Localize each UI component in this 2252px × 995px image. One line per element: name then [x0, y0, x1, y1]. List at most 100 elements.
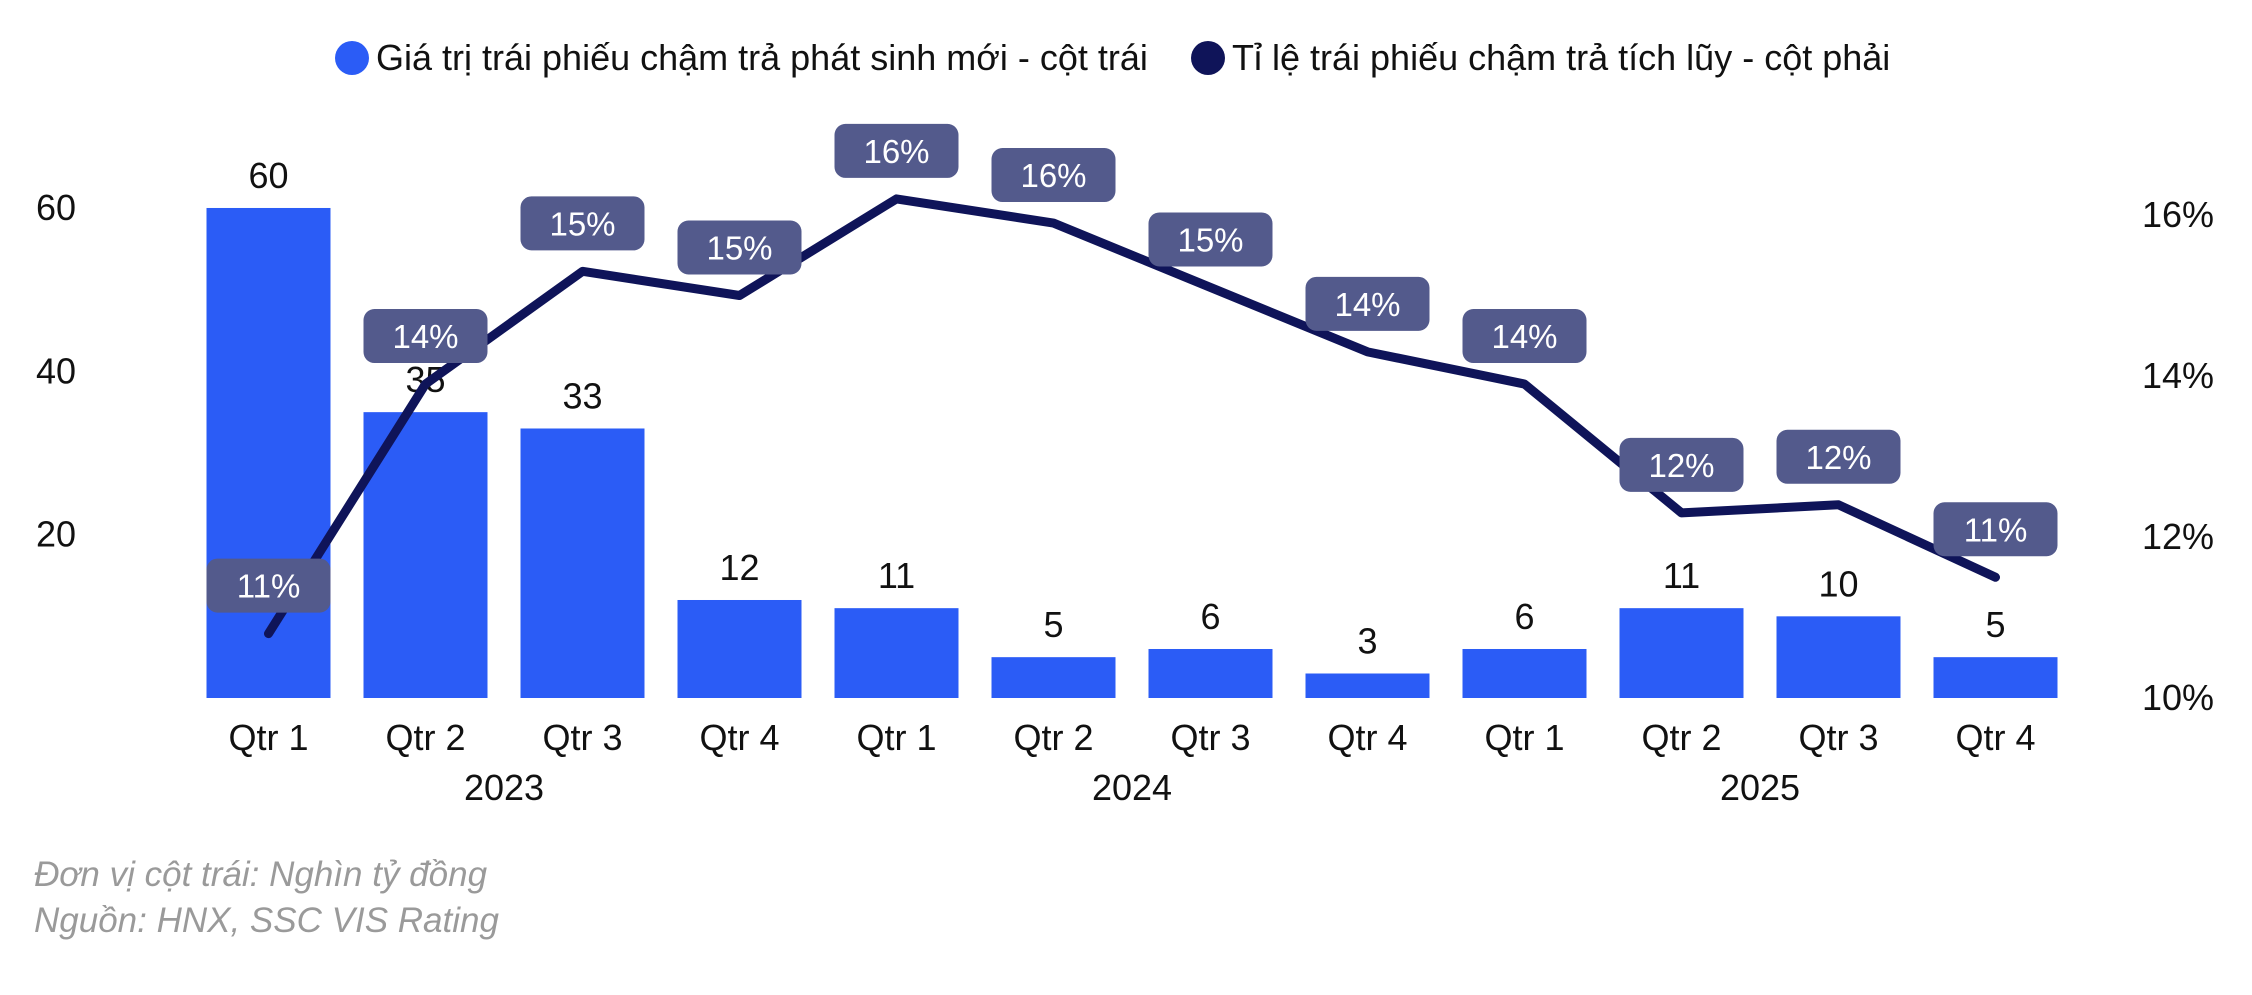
bar — [991, 657, 1116, 698]
line-value-label: 15% — [520, 196, 645, 251]
line-value-label: 14% — [363, 309, 488, 364]
bar-series — [206, 207, 2058, 699]
x-axis-year-label: 2024 — [1092, 767, 1172, 808]
line-value-label-box — [206, 558, 331, 613]
line-value-label-text: 14% — [1334, 286, 1400, 323]
line-point — [1366, 350, 1369, 353]
line-value-label-text: 16% — [1020, 157, 1086, 194]
x-axis-category-label: Qtr 1 — [228, 717, 308, 758]
line-value-label-box — [1776, 429, 1901, 484]
line-value-label-text: 15% — [1177, 221, 1243, 258]
x-axis-category-label: Qtr 1 — [1484, 717, 1564, 758]
line-value-label: 11% — [206, 558, 331, 613]
line-value-label: 12% — [1619, 437, 1744, 492]
bar-value-label: 5 — [1985, 604, 2005, 645]
x-axis-category-label: Qtr 2 — [1641, 717, 1721, 758]
line-value-label-text: 15% — [706, 230, 772, 267]
x-axis-category-label: Qtr 2 — [1013, 717, 1093, 758]
line-point — [1523, 383, 1526, 386]
right-axis-tick-label: 10% — [2142, 677, 2214, 718]
line-point — [895, 197, 898, 200]
bar-value-label: 10 — [1818, 563, 1858, 604]
left-axis-tick-label: 60 — [36, 187, 76, 228]
line-value-label-box — [363, 309, 488, 364]
line-point — [267, 632, 270, 635]
line-value-label-box — [834, 123, 959, 178]
line-value-label-box — [520, 196, 645, 251]
line-point — [738, 294, 741, 297]
line-path — [264, 194, 2000, 639]
left-axis-tick-label: 40 — [36, 350, 76, 391]
line-value-label: 11% — [1933, 502, 2058, 557]
line-value-label-text: 12% — [1648, 447, 1714, 484]
chart-legend: Giá trị trái phiếu chậm trả phát sinh mớ… — [335, 37, 1890, 78]
right-axis: 10% 12% 14% 16% — [2142, 194, 2214, 718]
right-axis-tick-label: 12% — [2142, 516, 2214, 557]
legend-label-line-series: Tỉ lệ trái phiếu chậm trả tích lũy - cột… — [1232, 37, 1890, 78]
line-point — [1994, 576, 1997, 579]
line-value-label-text: 15% — [549, 205, 615, 242]
bar — [1148, 648, 1273, 698]
line-value-label-text: 12% — [1805, 439, 1871, 476]
bar — [363, 412, 488, 698]
legend-label-bar-series: Giá trị trái phiếu chậm trả phát sinh mớ… — [376, 37, 1148, 78]
bar — [677, 599, 802, 698]
bar — [1305, 673, 1430, 698]
line-value-label-text: 16% — [863, 133, 929, 170]
bar-value-label: 12 — [719, 547, 759, 588]
x-axis-category-label: Qtr 4 — [1327, 717, 1407, 758]
line-value-label-text: 11% — [1964, 511, 2028, 548]
unit-note: Đơn vị cột trái: Nghìn tỷ đồng — [34, 855, 488, 894]
line-point — [1837, 503, 1840, 506]
line-value-label-box — [991, 148, 1116, 203]
line-point — [1209, 286, 1212, 289]
line-value-label-text: 14% — [392, 318, 458, 355]
line-value-label: 12% — [1776, 429, 1901, 484]
bar — [834, 608, 959, 698]
legend-marker-bar-series — [335, 41, 369, 75]
right-axis-tick-label: 16% — [2142, 194, 2214, 235]
line-value-label-box — [1462, 309, 1587, 364]
x-axis-category-label: Qtr 2 — [385, 717, 465, 758]
line-value-label-box — [1933, 502, 2058, 557]
bar — [1619, 608, 1744, 698]
right-axis-tick-label: 14% — [2142, 355, 2214, 396]
line-point — [1680, 511, 1683, 514]
x-axis-category-label: Qtr 4 — [1955, 717, 2035, 758]
line-value-label-box — [677, 220, 802, 275]
line-value-label: 15% — [1148, 212, 1273, 267]
bar — [1462, 648, 1587, 698]
line-value-label: 16% — [834, 123, 959, 178]
source-note: Nguồn: HNX, SSC VIS Rating — [34, 901, 499, 940]
line-value-label-text: 14% — [1491, 318, 1557, 355]
bar-value-label: 33 — [562, 375, 602, 416]
line-value-label: 16% — [991, 148, 1116, 203]
bar-value-label: 6 — [1200, 596, 1220, 637]
x-axis: Qtr 1 Qtr 2 Qtr 3 Qtr 4 Qtr 1 Qtr 2 Qtr 3 Qtr 4… — [228, 717, 2035, 808]
x-axis-category-label: Qtr 1 — [856, 717, 936, 758]
line-point — [424, 383, 427, 386]
bar-value-label: 11 — [1663, 555, 1700, 596]
line-point — [1052, 222, 1055, 225]
bar-value-label: 6 — [1514, 596, 1534, 637]
line-value-labels: 11% 14% 15% 15% 16% 16% 15% 14% 14% 12% 12% 11% — [206, 123, 2058, 613]
line-value-label-box — [1305, 276, 1430, 331]
x-axis-year-label: 2025 — [1720, 767, 1800, 808]
line-value-label: 14% — [1305, 276, 1430, 331]
line-point — [581, 270, 584, 273]
bar — [1776, 616, 1901, 698]
x-axis-category-label: Qtr 3 — [1170, 717, 1250, 758]
bar-value-label: 60 — [248, 155, 288, 196]
line-series — [264, 194, 2000, 639]
bar — [1933, 657, 2058, 698]
footnotes: Đơn vị cột trái: Nghìn tỷ đồng Nguồn: HN… — [34, 855, 499, 940]
x-axis-year-label: 2023 — [464, 767, 544, 808]
line-value-label: 15% — [677, 220, 802, 275]
left-axis: 20 40 60 — [36, 187, 76, 555]
x-axis-category-label: Qtr 3 — [1798, 717, 1878, 758]
line-value-label-box — [1148, 212, 1273, 267]
legend-marker-line-series — [1191, 41, 1225, 75]
line-value-label: 14% — [1462, 309, 1587, 364]
